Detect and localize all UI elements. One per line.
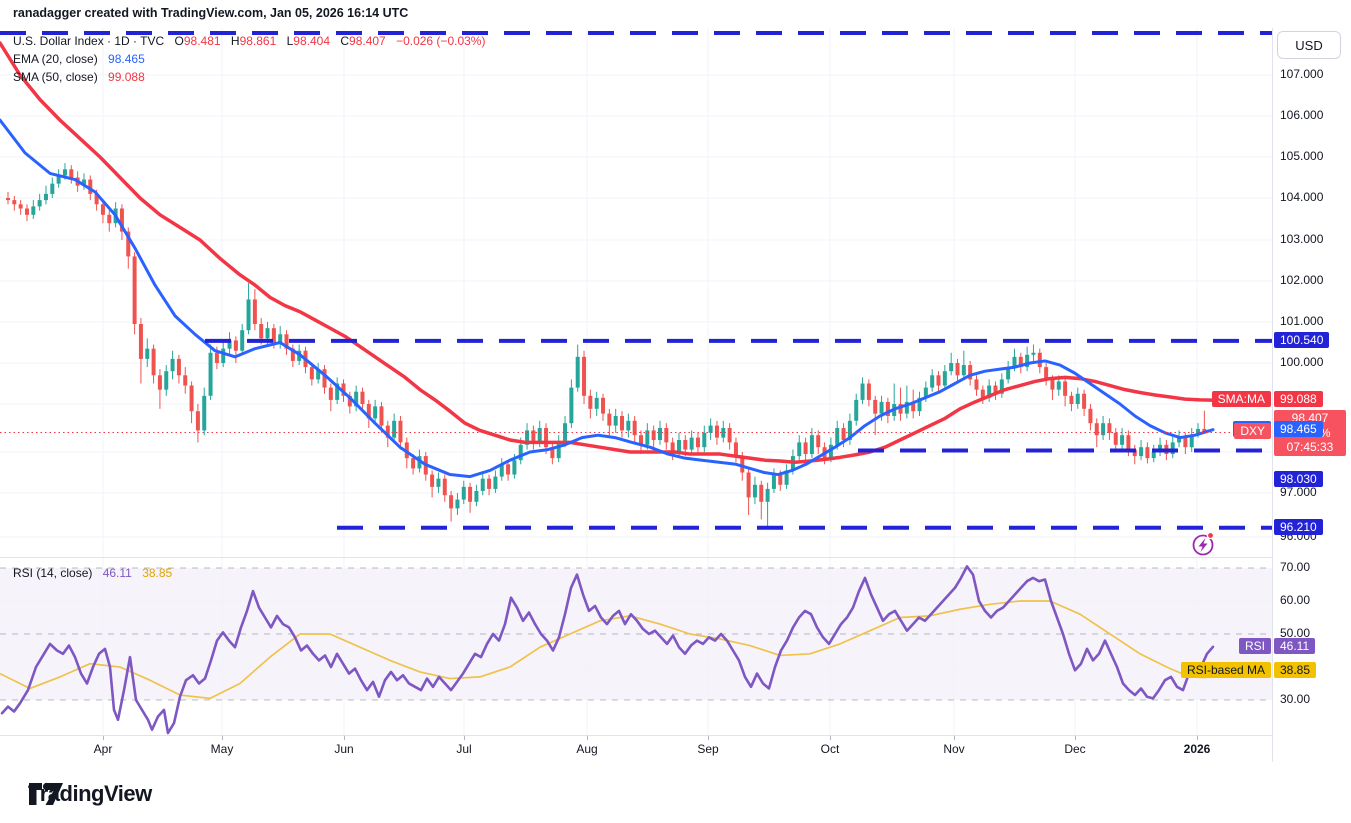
- price-axis-label: 104.000: [1280, 190, 1324, 204]
- ema-price-badge: 98.465: [1274, 420, 1323, 437]
- ema20-line[interactable]: [0, 118, 1215, 479]
- time-axis-label-May: May: [210, 742, 234, 756]
- footer: TradingView: [0, 762, 1351, 823]
- tradingview-logo: TradingView: [28, 781, 152, 807]
- rsi-gridlines: [0, 557, 1272, 735]
- attribution-text: ranadagger created with TradingView.com,…: [13, 6, 409, 20]
- price-axis-label: 100.000: [1280, 355, 1324, 369]
- close-value: 98.407: [349, 34, 386, 48]
- time-axis-tick: [708, 736, 709, 740]
- rsi-value: 46.11: [102, 566, 132, 580]
- time-axis-tick: [222, 736, 223, 740]
- rsi-axis-label: 50.00: [1280, 626, 1311, 640]
- main-legend: U.S. Dollar Index · 1D · TVC O98.481 H98…: [13, 33, 485, 87]
- sma-indicator-value: 99.088: [108, 70, 145, 84]
- close-label: C: [340, 34, 350, 48]
- symbol-title: U.S. Dollar Index · 1D · TVC: [13, 34, 165, 48]
- rsi-axis-tag: RSI: [1238, 637, 1271, 654]
- price-axis-label: 106.000: [1280, 108, 1324, 122]
- time-axis-tick: [103, 736, 104, 740]
- rsi-axis-badge: 46.11: [1274, 637, 1316, 654]
- sma-price-badge: 99.088: [1274, 391, 1323, 408]
- rsi-legend-row[interactable]: RSI (14, close) 46.11 38.85: [13, 566, 172, 580]
- time-axis-tick: [1197, 736, 1198, 740]
- time-axis-label-Jun: Jun: [334, 742, 354, 756]
- rsi-axis-label: 70.00: [1280, 560, 1311, 574]
- time-axis-label-Sep: Sep: [697, 742, 719, 756]
- ema-indicator-value: 98.465: [108, 52, 145, 66]
- time-axis-tick: [954, 736, 955, 740]
- time-axis-label-Jul: Jul: [456, 742, 472, 756]
- time-axis-tick: [464, 736, 465, 740]
- level-badge-100540: 100.540: [1274, 331, 1330, 348]
- low-value: 98.404: [293, 34, 330, 48]
- rsi-axis-label: 60.00: [1280, 593, 1311, 607]
- time-axis[interactable]: Apr May Jun Jul Aug Sep Oct Nov Dec 2026: [0, 735, 1351, 763]
- sma50-line[interactable]: [0, 41, 1222, 464]
- dxy-bar-countdown: 07:45:33: [1286, 440, 1334, 455]
- open-value: 98.481: [183, 34, 221, 48]
- time-axis-tick: [830, 736, 831, 740]
- time-axis-label-Aug: Aug: [576, 742, 598, 756]
- time-axis-label-2026: 2026: [1183, 742, 1211, 756]
- rsi-ma-axis-badge: 38.85: [1274, 661, 1317, 678]
- sma-legend-row[interactable]: SMA (50, close) 99.088: [13, 69, 485, 86]
- open-label: O: [174, 34, 184, 48]
- rsi-line[interactable]: [0, 565, 1215, 735]
- tradingview-logo-icon: [29, 782, 63, 805]
- price-axis-label: 102.000: [1280, 273, 1324, 287]
- time-axis-tick: [587, 736, 588, 740]
- main-price-chart[interactable]: [0, 28, 1272, 557]
- rsi-axis-label: 30.00: [1280, 692, 1311, 706]
- dxy-price-tag: DXY: [1234, 423, 1271, 440]
- alert-lightning-icon[interactable]: [1192, 531, 1215, 556]
- ema-indicator-name: EMA (20, close): [13, 52, 98, 66]
- price-axis-label: 107.000: [1280, 67, 1324, 81]
- high-label: H: [230, 34, 240, 48]
- time-axis-label-Oct: Oct: [820, 742, 840, 756]
- price-axis-label: 97.000: [1280, 485, 1317, 499]
- price-axis-label: 103.000: [1280, 232, 1324, 246]
- ema-legend-row[interactable]: EMA (20, close) 98.465: [13, 51, 485, 68]
- sma-price-tag: SMA:MA: [1211, 391, 1271, 408]
- level-badge-98030: 98.030: [1274, 471, 1323, 487]
- time-axis-label-Dec: Dec: [1064, 742, 1086, 756]
- price-axis-label: 101.000: [1280, 314, 1324, 328]
- rsi-ma-axis-tag: RSI-based MA: [1180, 661, 1271, 678]
- candlestick-series: [6, 163, 1207, 528]
- rsi-ma-value: 38.85: [142, 566, 173, 580]
- pane-divider[interactable]: [0, 557, 1351, 558]
- main-gridlines: [0, 28, 1272, 557]
- time-axis-tick: [344, 736, 345, 740]
- rsi-indicator-name: RSI (14, close): [13, 566, 93, 580]
- rsi-indicator-pane[interactable]: [0, 557, 1272, 735]
- price-axis-label: 105.000: [1280, 149, 1324, 163]
- time-axis-label-Apr: Apr: [93, 742, 113, 756]
- time-axis-tick: [1075, 736, 1076, 740]
- time-axis-label-Nov: Nov: [943, 742, 965, 756]
- currency-toggle-button[interactable]: USD: [1277, 31, 1341, 59]
- level-badge-96210: 96.210: [1274, 518, 1323, 535]
- change-value: −0.026 (−0.03%): [396, 34, 486, 48]
- low-label: L: [286, 34, 294, 48]
- sma-indicator-name: SMA (50, close): [13, 70, 98, 84]
- symbol-legend-row[interactable]: U.S. Dollar Index · 1D · TVC O98.481 H98…: [13, 33, 485, 50]
- high-value: 98.861: [239, 34, 277, 48]
